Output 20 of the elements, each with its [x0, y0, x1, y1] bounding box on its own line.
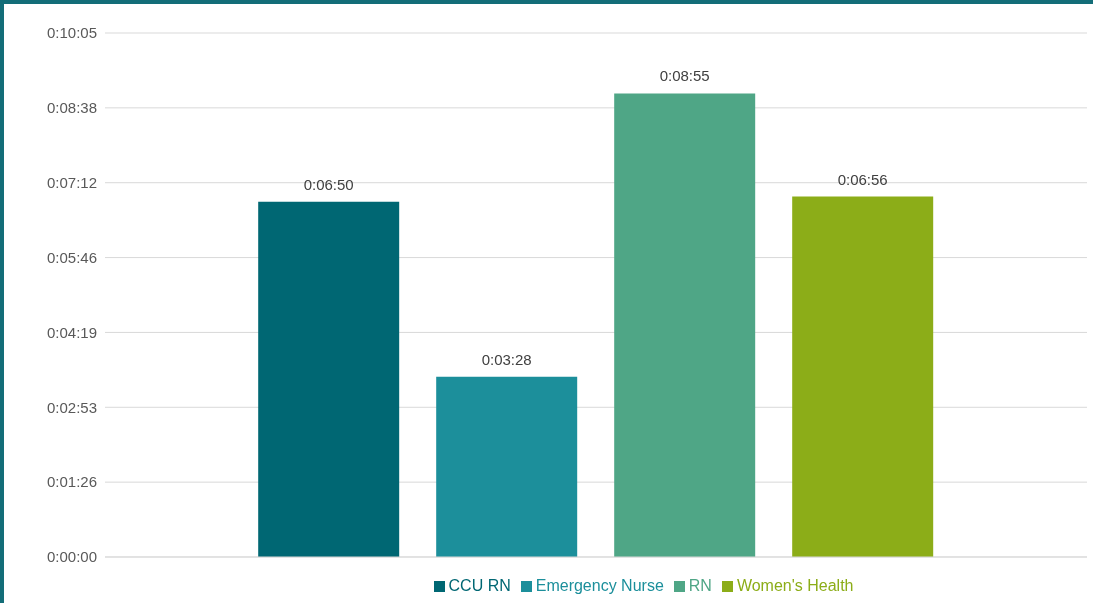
- y-tick-label: 0:10:05: [46, 24, 97, 42]
- y-tick-label: 0:05:46: [46, 248, 97, 266]
- bar: [792, 196, 934, 557]
- data-label: 0:06:56: [837, 170, 888, 188]
- y-tick-label: 0:07:12: [46, 174, 97, 192]
- data-label: 0:08:55: [659, 67, 710, 85]
- legend-label: Emergency Nurse: [535, 577, 664, 594]
- y-tick-label: 0:01:26: [46, 473, 97, 491]
- y-tick-label: 0:02:53: [46, 398, 97, 416]
- bar: [614, 93, 756, 557]
- y-tick-label: 0:00:00: [46, 548, 97, 566]
- data-label: 0:03:28: [481, 350, 532, 368]
- bar: [258, 201, 400, 557]
- data-label: 0:06:50: [303, 175, 354, 193]
- y-tick-label: 0:08:38: [46, 99, 97, 117]
- legend-label: CCU RN: [448, 577, 511, 594]
- legend-label: Women's Health: [736, 577, 854, 594]
- bar: [436, 376, 578, 557]
- y-tick-label: 0:04:19: [46, 323, 97, 341]
- legend-label: RN: [688, 577, 712, 594]
